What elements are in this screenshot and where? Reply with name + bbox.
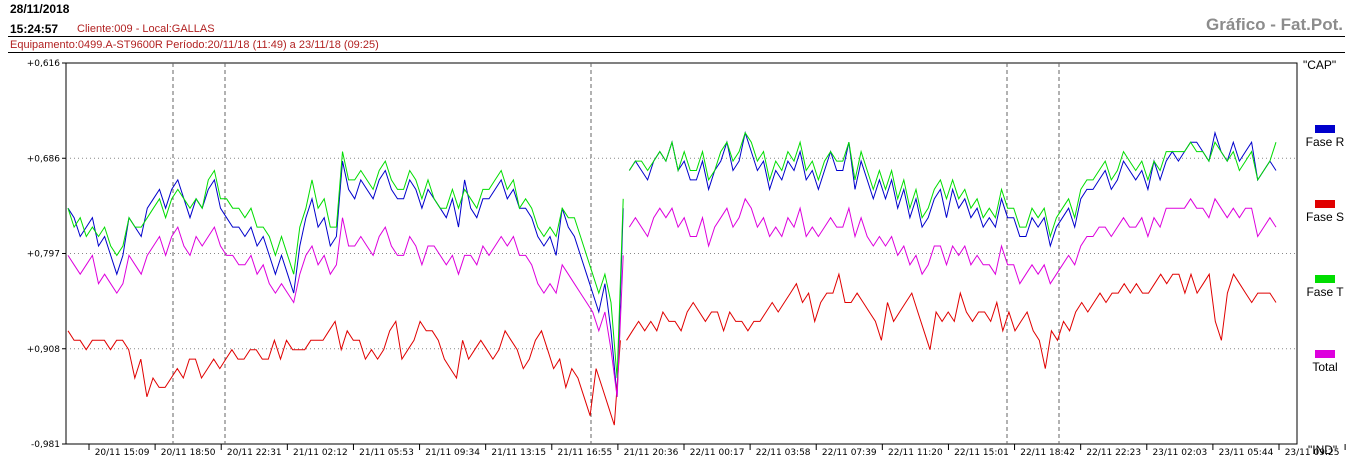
legend-label: Fase S <box>1306 210 1344 224</box>
y-tick-label: -0,981 <box>31 440 60 450</box>
series-line-fase-r <box>628 130 1277 248</box>
y-tick-label: +0,616 <box>27 59 61 69</box>
x-tick-label: 21/11 16:55 <box>557 448 612 458</box>
series-line-fase-r <box>67 160 624 397</box>
legend-swatch <box>1315 125 1335 133</box>
x-axis: 20/11 15:09 20/11 18:50 20/11 22:31 21/11 0… <box>88 444 1346 458</box>
x-tick-label: 22/11 03:58 <box>756 448 811 458</box>
x-tick-label: 21/11 09:34 <box>425 448 480 458</box>
series-lines <box>67 130 1277 426</box>
series-line-fase-s <box>626 272 1277 369</box>
header-divider <box>8 36 1345 37</box>
y-axis: +0,616 +0,686 +0,797 +0,908 -0,981 <box>27 59 66 450</box>
legend-label: Fase R <box>1306 135 1345 149</box>
legend-label: Fase T <box>1306 285 1344 299</box>
x-tick-label: 20/11 18:50 <box>161 448 216 458</box>
header-divider-bottom <box>8 52 1345 53</box>
series-line-total <box>628 197 1277 285</box>
plot-frame <box>65 62 1298 445</box>
report-time: 15:24:57 <box>10 22 59 36</box>
ind-label: "IND" <box>1308 443 1337 457</box>
y-tick-label: +0,908 <box>27 345 61 355</box>
x-tick-label: 22/11 22:23 <box>1086 448 1141 458</box>
x-tick-label: 22/11 11:20 <box>888 448 943 458</box>
x-tick-label: 23/11 02:03 <box>1152 448 1207 458</box>
report-date: 28/11/2018 <box>10 2 70 16</box>
x-tick-label: 20/11 22:31 <box>227 448 282 458</box>
x-tick-label: 22/11 00:17 <box>690 448 745 458</box>
y-tick-label: +0,686 <box>27 154 61 164</box>
series-line-fase-s <box>67 320 621 426</box>
x-tick-label: 20/11 15:09 <box>95 448 150 458</box>
legend-swatch <box>1315 350 1335 358</box>
legend: Fase R Fase S Fase T Total <box>1306 125 1345 374</box>
legend-swatch <box>1315 275 1335 283</box>
legend-swatch <box>1315 200 1335 208</box>
y-tick-label: +0,797 <box>27 250 60 260</box>
series-line-fase-t <box>628 131 1277 239</box>
x-tick-label: 22/11 07:39 <box>822 448 877 458</box>
x-tick-label: 23/11 05:44 <box>1219 448 1274 458</box>
page-title: Gráfico - Fat.Pot. <box>1206 15 1343 34</box>
x-tick-label: 23/11 09:25 <box>1285 448 1340 458</box>
power-factor-chart: +0,616 +0,686 +0,797 +0,908 -0,981 20/11 15:… <box>27 58 1346 458</box>
client-info: Cliente:009 - Local:GALLAS <box>77 23 215 35</box>
x-tick-label: 22/11 18:42 <box>1020 448 1075 458</box>
x-tick-label: 21/11 02:12 <box>293 448 348 458</box>
series-line-total <box>67 217 624 397</box>
x-tick-label: 21/11 05:53 <box>359 448 414 458</box>
x-tick-label: 21/11 13:15 <box>491 448 546 458</box>
cap-label: "CAP" <box>1303 58 1336 72</box>
equipment-info: Equipamento:0499.A-ST9600R Período:20/11… <box>10 39 379 51</box>
series-line-fase-t <box>67 151 624 379</box>
x-tick-label: 22/11 15:01 <box>954 448 1009 458</box>
x-tick-label: 21/11 20:36 <box>624 448 679 458</box>
legend-label: Total <box>1312 360 1337 374</box>
